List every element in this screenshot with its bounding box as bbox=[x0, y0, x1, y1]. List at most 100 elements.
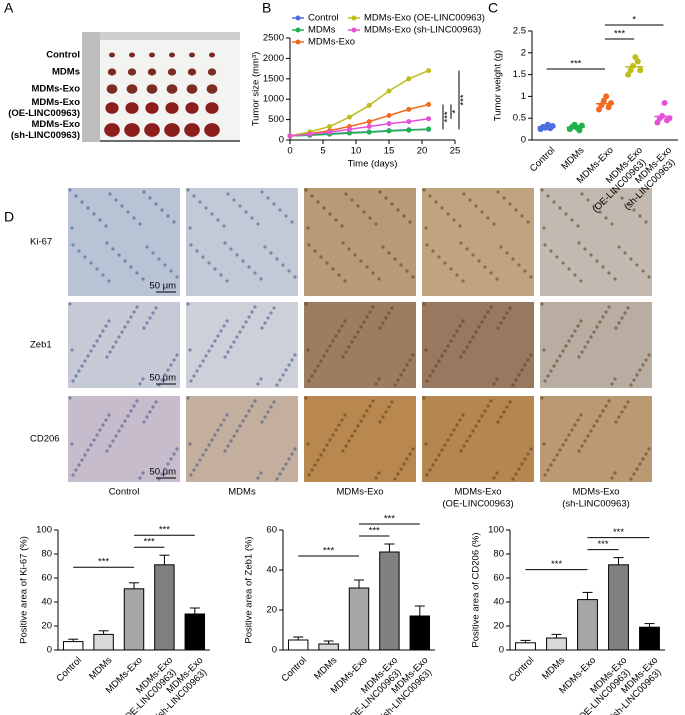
cell bbox=[204, 354, 208, 358]
cell bbox=[341, 241, 345, 245]
cell bbox=[232, 434, 236, 438]
cell bbox=[70, 442, 74, 446]
cell bbox=[186, 396, 190, 400]
cell bbox=[635, 467, 639, 471]
tumor bbox=[105, 102, 119, 114]
cell bbox=[132, 310, 136, 314]
cell bbox=[377, 277, 381, 281]
tumor bbox=[187, 68, 197, 76]
bar bbox=[608, 564, 629, 651]
cell bbox=[77, 369, 81, 373]
cell bbox=[247, 265, 251, 269]
cell bbox=[626, 400, 630, 404]
cell bbox=[387, 405, 391, 409]
cell bbox=[92, 438, 96, 442]
cell bbox=[408, 452, 412, 456]
cell bbox=[356, 330, 360, 334]
cell bbox=[169, 269, 173, 273]
bar bbox=[577, 599, 598, 651]
tumor bbox=[167, 68, 177, 76]
ihc-column-label: Control bbox=[109, 487, 140, 498]
ihc-column-label: (OE-LINC00963) bbox=[442, 499, 513, 510]
cell bbox=[446, 212, 450, 216]
cell bbox=[558, 206, 562, 210]
cell bbox=[266, 410, 270, 414]
cell bbox=[620, 316, 624, 320]
cell bbox=[259, 277, 263, 281]
tumor bbox=[166, 84, 178, 94]
cell bbox=[250, 404, 254, 408]
cell bbox=[290, 358, 294, 362]
series-marker bbox=[386, 113, 392, 119]
cell bbox=[188, 348, 192, 352]
cell bbox=[543, 243, 547, 247]
cell bbox=[192, 194, 196, 198]
series-line bbox=[289, 128, 429, 137]
cell bbox=[207, 261, 211, 265]
x-tick-label: 5 bbox=[320, 146, 325, 157]
cell bbox=[561, 261, 565, 265]
cell bbox=[331, 339, 335, 343]
cell bbox=[471, 335, 475, 339]
bar bbox=[546, 637, 567, 651]
cell bbox=[328, 212, 332, 216]
cell bbox=[589, 335, 593, 339]
cell bbox=[334, 218, 338, 222]
cell bbox=[353, 429, 357, 433]
cell bbox=[132, 216, 136, 220]
cell bbox=[219, 329, 223, 333]
cell bbox=[343, 319, 347, 323]
cell bbox=[86, 206, 90, 210]
y-tick-label: 60 bbox=[493, 573, 504, 584]
bar bbox=[154, 564, 175, 651]
cell bbox=[614, 190, 618, 194]
cell bbox=[638, 368, 642, 372]
cell bbox=[223, 241, 227, 245]
cell bbox=[561, 349, 565, 353]
cell bbox=[253, 399, 257, 403]
cell bbox=[293, 353, 297, 357]
cell bbox=[517, 467, 521, 471]
cell bbox=[244, 414, 248, 418]
x-tick-label: 20 bbox=[417, 146, 428, 157]
cell bbox=[558, 448, 562, 452]
cell bbox=[107, 413, 111, 417]
cell bbox=[598, 414, 602, 418]
cell bbox=[135, 305, 139, 309]
cell bbox=[148, 316, 152, 320]
y-tick-label: 0 bbox=[521, 135, 526, 146]
cell bbox=[434, 458, 438, 462]
ihc-image bbox=[422, 302, 534, 388]
y-tick-label: 0 bbox=[47, 645, 52, 656]
cell bbox=[629, 477, 633, 481]
y-tick-label: 2000 bbox=[263, 53, 284, 64]
cell bbox=[198, 458, 202, 462]
cell bbox=[471, 429, 475, 433]
ihc-image bbox=[68, 396, 180, 482]
cell bbox=[461, 319, 465, 323]
y-tick-label: 20 bbox=[41, 621, 52, 632]
cell bbox=[626, 202, 630, 206]
cell bbox=[210, 438, 214, 442]
cell bbox=[272, 202, 276, 206]
series-marker bbox=[287, 133, 293, 139]
significance-label: *** bbox=[369, 526, 380, 537]
tumor bbox=[126, 84, 138, 94]
x-tick-label-group: Control bbox=[279, 655, 308, 684]
cell bbox=[253, 271, 257, 275]
x-tick-label-group: MDMs bbox=[87, 655, 114, 682]
cell bbox=[350, 198, 354, 202]
tumor bbox=[107, 68, 117, 76]
cell bbox=[343, 279, 347, 283]
ihc-column-label: (sh-LINC00963) bbox=[562, 499, 630, 510]
cell bbox=[443, 443, 447, 447]
cell bbox=[95, 267, 99, 271]
y-tick-label: 40 bbox=[493, 597, 504, 608]
cell bbox=[154, 202, 158, 206]
cell bbox=[607, 399, 611, 403]
cell bbox=[614, 326, 618, 330]
significance-label: *** bbox=[443, 111, 454, 122]
cell bbox=[129, 409, 133, 413]
ihc-row-label: CD206 bbox=[30, 434, 60, 445]
cell bbox=[353, 335, 357, 339]
